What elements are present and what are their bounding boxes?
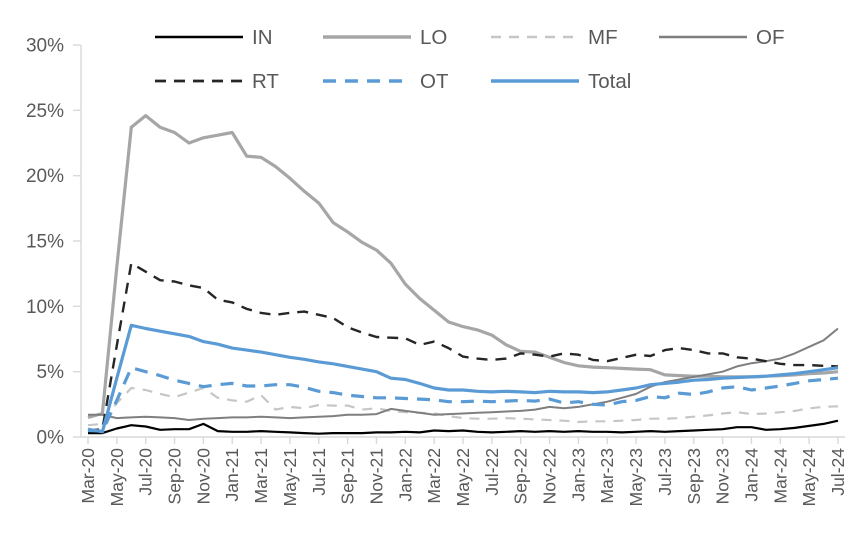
x-tick-label: Sep-21 (338, 448, 358, 504)
series-line-OT (87, 366, 839, 433)
x-tick-label: Sep-23 (684, 448, 704, 504)
x-tick-label: Mar-23 (597, 448, 617, 503)
y-tick-label: 0% (37, 428, 65, 449)
legend: IN LO MF OF RT OT Total (155, 26, 784, 93)
x-tick-label: Nov-21 (366, 448, 386, 504)
y-tick-label: 15% (26, 232, 64, 253)
series-line-OF (88, 327, 839, 421)
x-tick-label: Jul-23 (655, 448, 675, 496)
x-tick-label: Nov-20 (193, 448, 213, 505)
legend-label-IN: IN (252, 26, 273, 49)
series-line-IN (88, 419, 839, 435)
legend-item-RT: RT (155, 70, 279, 93)
x-tick-label: Sep-22 (511, 448, 531, 504)
legend-item-IN: IN (155, 26, 273, 49)
x-tick-label: May-22 (453, 448, 473, 506)
x-tick-label: Mar-21 (251, 448, 271, 503)
plot-lines (87, 113, 839, 435)
y-tick-label: 10% (26, 297, 64, 318)
x-tick-label: Nov-23 (713, 448, 733, 504)
legend-label-LO: LO (420, 26, 447, 49)
x-tick-label: Sep-20 (165, 448, 185, 505)
legend-label-RT: RT (252, 70, 279, 93)
x-tick-label: Mar-22 (424, 448, 444, 503)
x-tick-label: Mar-24 (770, 448, 790, 504)
x-tick-label: Jan-23 (568, 448, 588, 502)
series-line-Total (87, 323, 839, 434)
legend-item-LO: LO (323, 26, 447, 49)
x-tick-label: May-23 (626, 448, 646, 506)
x-tick-label: May-24 (799, 448, 819, 507)
x-tick-label: Jan-24 (741, 448, 761, 502)
x-tick-label: Nov-22 (540, 448, 560, 504)
legend-item-MF: MF (491, 26, 618, 49)
y-tick-label: 20% (26, 166, 64, 187)
legend-label-MF: MF (588, 26, 618, 49)
legend-label-OT: OT (420, 70, 449, 93)
x-tick-label: Jul-22 (482, 448, 502, 496)
y-tick-label: 30% (26, 36, 64, 57)
series-line-MF (87, 386, 839, 427)
legend-label-OF: OF (756, 26, 784, 49)
series-line-LO (87, 113, 839, 419)
x-tick-label: May-21 (280, 448, 300, 506)
x-tick-label: Jul-21 (309, 448, 329, 496)
x-tick-label: Jul-24 (828, 448, 848, 496)
x-tick-label: May-20 (107, 448, 127, 507)
legend-item-OT: OT (323, 70, 449, 93)
x-tick-label: Jul-20 (136, 448, 156, 496)
x-tick-label: Mar-20 (78, 448, 98, 504)
legend-item-Total: Total (491, 70, 631, 93)
x-tick-label: Jan-22 (395, 448, 415, 502)
x-tick-label: Jan-21 (222, 448, 242, 502)
legend-item-OF: OF (659, 26, 784, 49)
legend-label-Total: Total (588, 70, 631, 93)
y-axis: 0% 5% 10% 15% 20% 25% 30% (26, 36, 82, 449)
x-axis: Mar-20 May-20 Jul-20 Sep-20 Nov-20 Jan-21 Mar-… (78, 436, 848, 507)
series-line-RT (87, 262, 839, 432)
y-tick-label: 25% (26, 101, 64, 122)
y-tick-label: 5% (37, 362, 65, 383)
